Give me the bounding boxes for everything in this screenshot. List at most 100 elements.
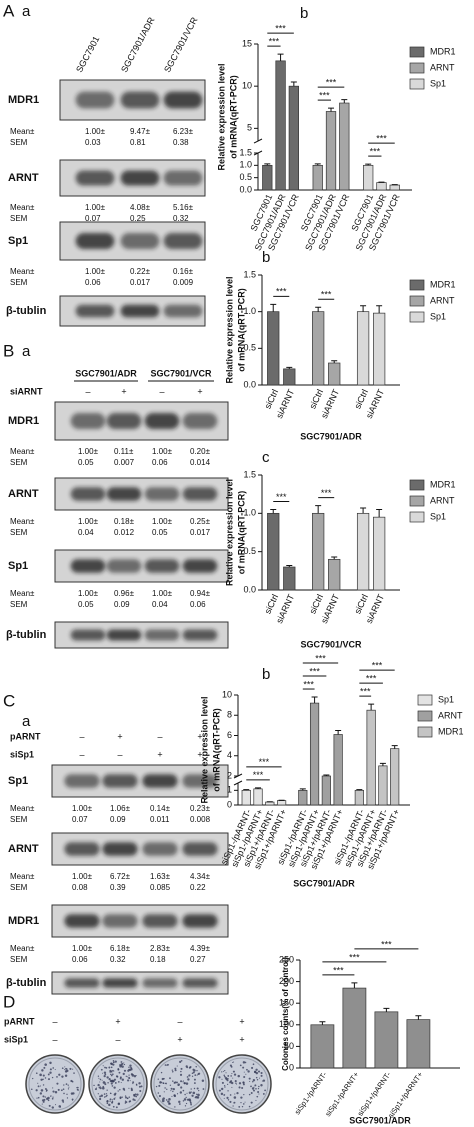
- error-bar: [360, 507, 367, 514]
- colony-dot: [195, 1065, 197, 1068]
- error-bar: [299, 788, 306, 791]
- blot-band: [106, 413, 142, 429]
- colony-dot: [128, 1076, 130, 1078]
- colony-dot: [184, 1093, 186, 1096]
- bar: [267, 512, 280, 591]
- colony-dot: [227, 1077, 229, 1080]
- mean-value: 1.00±: [72, 872, 93, 881]
- blot-band: [120, 233, 160, 249]
- colony-dot: [64, 1074, 68, 1077]
- colony-dot: [110, 1073, 112, 1076]
- colony-dot: [115, 1075, 118, 1078]
- mean-value: 2.83±: [150, 944, 171, 953]
- colony-dot: [179, 1091, 183, 1094]
- colony-dot: [241, 1087, 244, 1090]
- legend-label: ARNT: [430, 62, 455, 72]
- colony-dot: [232, 1105, 234, 1107]
- colony-dot: [164, 1087, 166, 1089]
- colony-dot: [176, 1081, 178, 1084]
- condition-sign: –: [117, 749, 122, 759]
- plate-rim: [153, 1057, 207, 1111]
- colony-dot: [253, 1089, 255, 1092]
- mean-label: Mean±: [10, 127, 35, 136]
- blot-band: [182, 559, 218, 573]
- y-tick-label: 250: [279, 954, 294, 964]
- colony-dot: [225, 1072, 227, 1074]
- colony-dot: [227, 1075, 230, 1077]
- condition-sign: +: [197, 386, 202, 396]
- colony-dot: [30, 1088, 33, 1091]
- colony-dot: [103, 1071, 107, 1074]
- colony-dot: [131, 1074, 135, 1077]
- colony-dot: [201, 1079, 205, 1082]
- significance-label: ***: [259, 757, 270, 767]
- y-tick-label: 150: [279, 998, 294, 1008]
- legend-swatch: [417, 710, 433, 722]
- colony-dot: [236, 1092, 239, 1095]
- mean-value: 1.00±: [72, 944, 93, 953]
- sem-label: SEM: [10, 600, 28, 609]
- colony-dot: [113, 1078, 117, 1081]
- blot-band: [75, 170, 115, 186]
- error-bar: [379, 762, 386, 766]
- protein-label: Sp1: [8, 560, 28, 572]
- legend-label: ARNT: [430, 295, 455, 305]
- colony-dot: [256, 1095, 259, 1098]
- y-tick-label: 5: [247, 123, 252, 133]
- blot-band: [64, 914, 100, 928]
- error-bar: [356, 789, 363, 791]
- colony-dot: [94, 1088, 97, 1091]
- condition-sign: +: [239, 1016, 244, 1026]
- colony-dot: [110, 1066, 113, 1069]
- colony-dot: [178, 1100, 181, 1104]
- mean-value: 4.34±: [190, 872, 211, 881]
- protein-label: ARNT: [8, 488, 39, 500]
- bar: [267, 311, 280, 386]
- bar: [390, 748, 400, 806]
- sem-value: 0.05: [152, 528, 168, 537]
- significance-label: ***: [321, 488, 332, 498]
- bar: [275, 60, 286, 191]
- y-tick-label: 0: [289, 1062, 294, 1072]
- colony-dot: [250, 1101, 253, 1104]
- blot-band: [182, 413, 218, 429]
- colony-dot: [99, 1078, 102, 1081]
- colony-dot: [93, 1084, 95, 1087]
- error-bar: [331, 360, 338, 363]
- colony-dot: [187, 1078, 190, 1081]
- colony-dot: [36, 1097, 38, 1099]
- y-tick-label: 0.0: [243, 584, 256, 594]
- bar: [283, 368, 296, 386]
- protein-label: Sp1: [8, 775, 28, 787]
- blot-band: [120, 91, 160, 109]
- colony-dot: [128, 1074, 130, 1076]
- colony-dot: [114, 1097, 116, 1099]
- colony-dot: [257, 1070, 261, 1073]
- bar: [312, 164, 323, 191]
- significance-label: ***: [326, 77, 337, 87]
- mean-label: Mean±: [10, 589, 35, 598]
- colony-dot: [54, 1091, 58, 1094]
- bar: [321, 775, 331, 806]
- sem-label: SEM: [10, 955, 28, 964]
- sem-label: SEM: [10, 883, 28, 892]
- colony-dot: [252, 1080, 254, 1083]
- colony-dot: [191, 1072, 194, 1075]
- colony-dot: [111, 1085, 114, 1087]
- colony-dot: [224, 1085, 226, 1087]
- colony-dot: [188, 1074, 191, 1077]
- colony-dot: [35, 1072, 38, 1075]
- colony-dot: [242, 1081, 245, 1084]
- colony-dot: [99, 1087, 102, 1090]
- blot-band: [120, 170, 160, 186]
- sem-value: 0.012: [114, 528, 135, 537]
- blot-band: [182, 914, 218, 928]
- colony-dot: [224, 1086, 226, 1088]
- colony-dot: [51, 1076, 54, 1079]
- colony-dot: [120, 1082, 122, 1084]
- colony-dot: [162, 1082, 164, 1084]
- blot-band: [182, 842, 218, 856]
- y-tick-label: 4: [227, 750, 232, 760]
- legend-label: MDR1: [438, 726, 464, 736]
- panel-letter: B: [3, 341, 14, 360]
